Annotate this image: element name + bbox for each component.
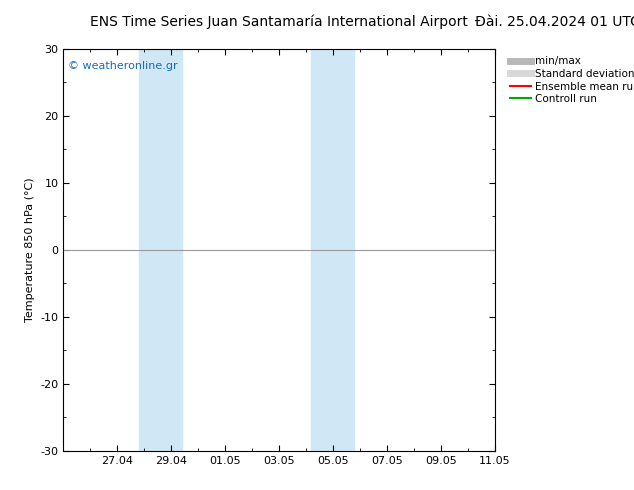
- Y-axis label: Temperature 850 hPa (°C): Temperature 850 hPa (°C): [25, 177, 35, 322]
- Text: ENS Time Series Juan Santamaría International Airport: ENS Time Series Juan Santamaría Internat…: [90, 15, 468, 29]
- Text: Đài. 25.04.2024 01 UTC: Đài. 25.04.2024 01 UTC: [476, 15, 634, 29]
- Bar: [139, 49, 182, 451]
- Bar: [311, 49, 354, 451]
- Text: © weatheronline.gr: © weatheronline.gr: [68, 61, 178, 71]
- Legend: min/max, Standard deviation, Ensemble mean run, Controll run: min/max, Standard deviation, Ensemble me…: [508, 54, 634, 106]
